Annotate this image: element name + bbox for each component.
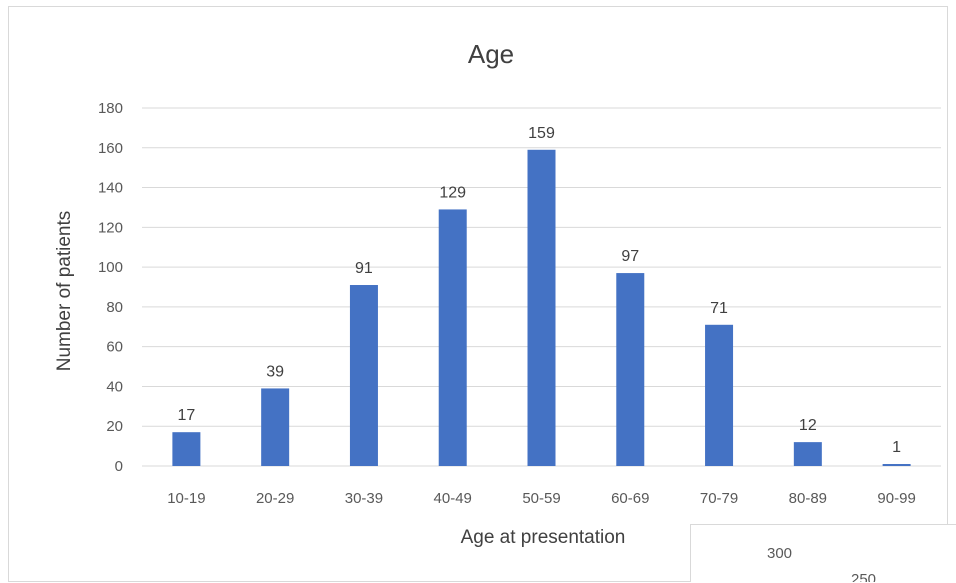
y-tick-label: 160 (98, 140, 123, 157)
x-tick-label: 30-39 (345, 490, 383, 507)
y-tick-label: 0 (115, 458, 123, 475)
bar (438, 209, 467, 466)
bars (172, 149, 911, 466)
bar (349, 285, 378, 466)
x-tick-label: 20-29 (256, 490, 294, 507)
y-tick-label: 120 (98, 219, 123, 236)
x-tick-label: 70-79 (700, 490, 738, 507)
y-axis-ticks: 0 20 40 60 80 100 120 140 160 180 (98, 100, 123, 475)
data-label: 91 (355, 260, 373, 277)
x-tick-label: 40-49 (434, 490, 472, 507)
bar (705, 324, 734, 466)
data-label: 17 (177, 407, 195, 424)
inset-tick-label: 300 (767, 545, 793, 562)
x-tick-label: 60-69 (611, 490, 649, 507)
y-tick-label: 60 (106, 339, 123, 356)
data-label: 39 (266, 363, 284, 380)
x-axis-title: Age at presentation (461, 527, 626, 548)
data-label: 129 (439, 184, 466, 201)
bar (527, 149, 556, 466)
data-label: 71 (710, 300, 728, 317)
chart-title: Age (468, 39, 514, 69)
bar (261, 388, 290, 466)
data-label: 97 (621, 248, 639, 265)
data-label: 159 (528, 125, 555, 142)
x-tick-label: 10-19 (167, 490, 205, 507)
data-label: 1 (892, 439, 901, 456)
y-tick-label: 140 (98, 180, 123, 197)
y-tick-label: 20 (106, 418, 123, 435)
bar-chart: 17 39 91 129 159 97 71 12 1 0 20 40 60 80 100 120 140 16… (54, 39, 941, 548)
data-labels: 17 39 91 129 159 97 71 12 1 (177, 125, 901, 456)
chart-frame: 17 39 91 129 159 97 71 12 1 0 20 40 60 80 100 120 140 16… (8, 6, 948, 582)
inset-tick-label: 250 (851, 571, 877, 582)
x-tick-label: 50-59 (522, 490, 560, 507)
y-tick-label: 80 (106, 299, 123, 316)
x-tick-label: 80-89 (789, 490, 827, 507)
y-tick-label: 100 (98, 259, 123, 276)
data-label: 12 (799, 417, 817, 434)
y-tick-label: 180 (98, 100, 123, 117)
x-axis-ticks: 10-19 20-29 30-39 40-49 50-59 60-69 70-79 80-89… (167, 490, 916, 507)
bar (616, 273, 645, 466)
x-tick-label: 90-99 (877, 490, 915, 507)
bar (793, 442, 822, 466)
bar (882, 464, 911, 466)
bar (172, 432, 201, 466)
inset-chart-fragment: 300 250 (690, 524, 956, 582)
y-axis-title: Number of patients (54, 211, 75, 372)
y-tick-label: 40 (106, 378, 123, 395)
